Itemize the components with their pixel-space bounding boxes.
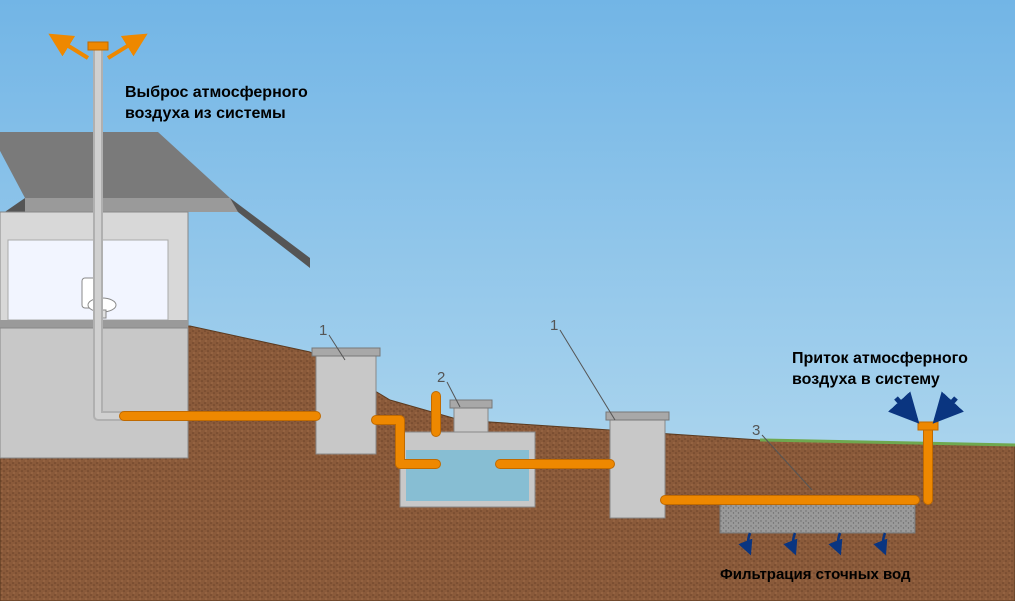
label-exhaust-line2: воздуха из системы xyxy=(125,105,286,122)
callout-1b: 1 xyxy=(550,317,558,334)
label-filtration: Фильтрация сточных вод xyxy=(720,565,911,585)
label-inlet-line1: Приток атмосферного xyxy=(792,350,968,367)
label-inlet-line2: воздуха в систему xyxy=(792,371,940,388)
well-1 xyxy=(312,348,380,454)
vent-cap xyxy=(88,42,108,50)
label-filtration-text: Фильтрация сточных вод xyxy=(720,566,911,583)
roof-fascia xyxy=(25,198,238,212)
callout-1a: 1 xyxy=(319,322,327,339)
callout-3: 3 xyxy=(752,422,760,439)
inlet-cap xyxy=(918,422,938,430)
label-exhaust-line1: Выброс атмосферного xyxy=(125,84,308,101)
callout-2: 2 xyxy=(437,369,445,386)
diagram-canvas: Выброс атмосферного воздуха из системы П… xyxy=(0,0,1015,601)
label-exhaust: Выброс атмосферного воздуха из системы xyxy=(125,83,308,125)
well-2 xyxy=(606,412,669,518)
septic-water xyxy=(406,450,529,501)
label-inlet: Приток атмосферного воздуха в систему xyxy=(792,349,968,391)
